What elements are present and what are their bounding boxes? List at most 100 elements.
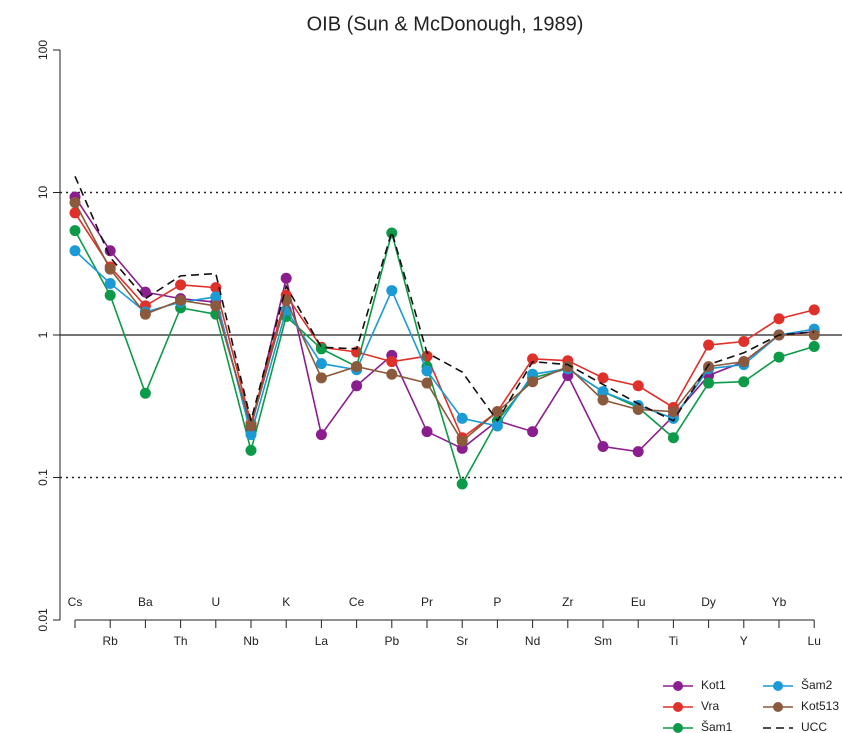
data-point	[703, 339, 715, 351]
legend-marker	[673, 723, 683, 733]
data-point	[667, 432, 679, 444]
data-point	[386, 356, 398, 368]
data-point	[104, 245, 116, 257]
y-tick-label: 10	[36, 186, 50, 200]
data-point	[386, 227, 398, 239]
x-tick-label: Th	[174, 634, 188, 648]
data-point	[351, 361, 363, 373]
x-tick-label: Lu	[808, 634, 821, 648]
x-tick-label: Ba	[138, 595, 153, 609]
data-point	[667, 406, 679, 418]
data-point	[421, 365, 433, 377]
data-point	[69, 197, 81, 209]
data-point	[632, 446, 644, 458]
x-tick-label: P	[493, 595, 501, 609]
legend-label: Šam2	[801, 677, 833, 692]
data-point	[210, 291, 222, 303]
x-tick-label: Ti	[669, 634, 679, 648]
series-line	[74, 229, 815, 487]
x-tick-label: Y	[740, 634, 748, 648]
data-point	[139, 308, 151, 320]
data-point	[527, 376, 539, 388]
data-point	[104, 263, 116, 275]
x-tick-label: Pr	[421, 595, 433, 609]
data-point	[315, 358, 327, 370]
data-point	[245, 444, 257, 456]
data-point	[527, 426, 539, 438]
data-point	[104, 289, 116, 301]
chart-title: OIB (Sun & McDonough, 1989)	[307, 13, 584, 35]
data-point	[597, 394, 609, 406]
data-point	[562, 361, 574, 373]
data-point	[597, 441, 609, 453]
legend-label: Vra	[701, 699, 720, 713]
legend-label: Šam1	[701, 719, 733, 733]
legend-marker	[673, 702, 683, 712]
x-tick-label: Dy	[701, 595, 716, 609]
series-line	[74, 212, 815, 440]
data-point	[245, 420, 257, 432]
data-point	[491, 420, 503, 432]
data-point	[597, 386, 609, 398]
legend-label: Kot513	[801, 699, 839, 713]
x-tick-label: Eu	[631, 595, 646, 609]
data-point	[456, 478, 468, 490]
legend-label: Kot1	[701, 678, 726, 692]
data-point	[456, 435, 468, 447]
data-point	[69, 207, 81, 219]
data-point	[104, 277, 116, 289]
x-tick-label: Cs	[68, 595, 83, 609]
series-line	[74, 250, 815, 438]
y-tick-label: 0.1	[36, 469, 50, 486]
data-point	[210, 282, 222, 294]
data-point	[456, 412, 468, 424]
data-point	[210, 300, 222, 312]
x-tick-label: Pb	[384, 634, 399, 648]
data-point	[280, 272, 292, 284]
legend-label: UCC	[801, 720, 827, 733]
legend-marker	[773, 702, 783, 712]
data-point	[491, 406, 503, 418]
data-point	[315, 343, 327, 355]
x-tick-label: Nb	[243, 634, 259, 648]
data-point	[808, 304, 820, 316]
data-point	[69, 225, 81, 237]
data-point	[703, 377, 715, 389]
data-point	[386, 285, 398, 297]
data-point	[703, 361, 715, 373]
data-point	[69, 245, 81, 257]
x-tick-label: Nd	[525, 634, 540, 648]
data-point	[738, 356, 750, 368]
data-point	[632, 404, 644, 416]
x-tick-label: Sm	[594, 634, 612, 648]
data-point	[738, 336, 750, 348]
x-tick-label: Ce	[349, 595, 365, 609]
x-tick-label: U	[211, 595, 220, 609]
legend-marker	[673, 681, 683, 691]
data-point	[386, 368, 398, 380]
data-point	[773, 351, 785, 363]
data-point	[139, 286, 151, 298]
data-point	[175, 279, 187, 291]
data-point	[245, 429, 257, 441]
y-tick-label: 0.01	[36, 608, 50, 632]
x-tick-label: Yb	[772, 595, 787, 609]
data-point	[421, 426, 433, 438]
x-tick-label: Rb	[103, 634, 119, 648]
y-tick-label: 100	[36, 40, 50, 60]
series-line	[74, 202, 815, 443]
data-point	[315, 372, 327, 384]
y-tick-label: 1	[36, 331, 50, 338]
data-point	[808, 329, 820, 341]
data-point	[773, 313, 785, 325]
legend-marker	[773, 681, 783, 691]
x-tick-label: Zr	[562, 595, 573, 609]
data-point	[351, 380, 363, 392]
data-point	[597, 372, 609, 384]
data-point	[738, 376, 750, 388]
data-point	[808, 341, 820, 353]
x-tick-label: La	[315, 634, 329, 648]
x-tick-label: K	[282, 595, 290, 609]
data-point	[527, 353, 539, 365]
